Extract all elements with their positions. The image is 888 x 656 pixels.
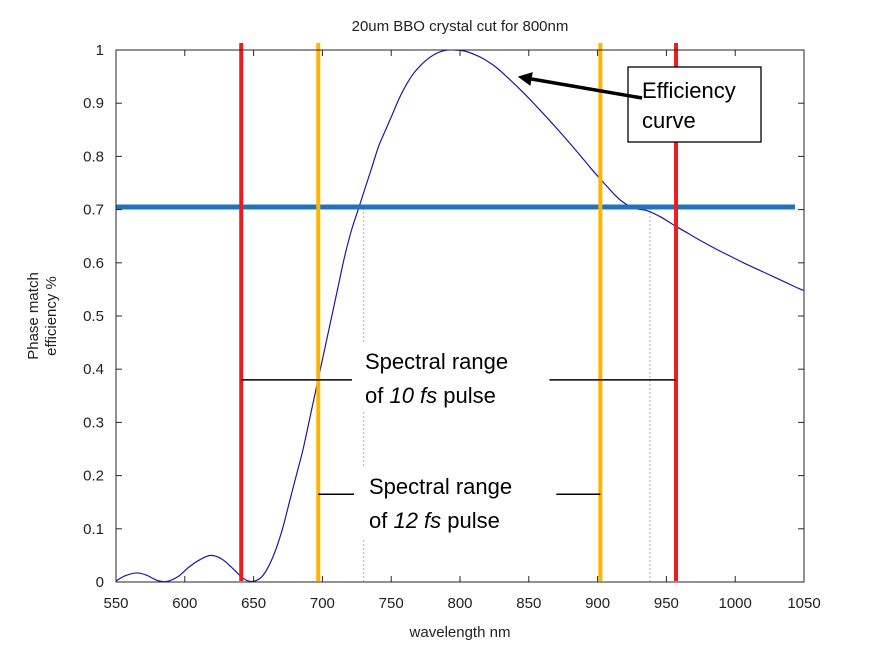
efficiency-callout-line-1: Efficiency xyxy=(642,78,736,103)
x-tick-label-9: 1000 xyxy=(719,595,752,612)
y-tick-label-7: 0.7 xyxy=(83,202,104,219)
x-tick-label-7: 900 xyxy=(585,595,610,612)
range-12fs-label: Spectral range of 12 fs pulse xyxy=(360,468,556,538)
efficiency-callout-arrow xyxy=(531,77,643,100)
x-tick-label-10: 1050 xyxy=(787,595,820,612)
x-tick-label-3: 700 xyxy=(310,595,335,612)
x-tick-label-8: 950 xyxy=(654,595,679,612)
y-tick-label-3: 0.3 xyxy=(83,414,104,431)
range-12fs-label-bg xyxy=(360,468,556,538)
x-tick-label-4: 750 xyxy=(379,595,404,612)
efficiency-callout-arrowhead xyxy=(517,72,533,86)
y-axis-ticks: 0 0.1 0.2 0.3 0.4 0.5 0.6 0.7 0.8 0.9 1 xyxy=(83,42,804,591)
range-12fs-line-2: of 12 fs pulse xyxy=(369,508,500,533)
chart-title: 20um BBO crystal cut for 800nm xyxy=(352,18,569,35)
y-tick-label-10: 1 xyxy=(96,42,104,59)
efficiency-callout-line-2: curve xyxy=(642,108,696,133)
y-tick-label-2: 0.2 xyxy=(83,468,104,485)
range-10fs-line-2: of 10 fs pulse xyxy=(365,383,496,408)
x-axis-label: wavelength nm xyxy=(409,624,511,641)
y-axis-label-line-1: Phase match xyxy=(25,272,42,360)
efficiency-callout-box xyxy=(627,66,762,143)
y-tick-label-9: 0.9 xyxy=(83,95,104,112)
range-10fs-line-1: Spectral range xyxy=(365,349,508,374)
y-tick-label-0: 0 xyxy=(96,574,104,591)
range-markers xyxy=(241,379,677,495)
y-tick-label-4: 0.4 xyxy=(83,361,104,378)
range-12fs-line-1: Spectral range xyxy=(369,474,512,499)
x-tick-label-1: 600 xyxy=(172,595,197,612)
range-10fs-label-bg xyxy=(352,342,548,412)
y-axis-label-line-2: efficiency % xyxy=(43,276,60,356)
y-tick-label-8: 0.8 xyxy=(83,148,104,165)
x-tick-label-2: 650 xyxy=(241,595,266,612)
y-axis-label: Phase match efficiency % xyxy=(25,272,60,360)
x-axis-ticks: 550 600 650 700 750 800 850 900 950 1000 1050 xyxy=(103,50,821,612)
range-10fs-label: Spectral range of 10 fs pulse xyxy=(352,342,548,412)
efficiency-callout: Efficiency curve xyxy=(517,66,762,143)
x-tick-label-5: 800 xyxy=(447,595,472,612)
dotted-guides xyxy=(363,206,651,582)
x-tick-label-6: 850 xyxy=(516,595,541,612)
y-tick-label-1: 0.1 xyxy=(83,521,104,538)
y-tick-label-5: 0.5 xyxy=(83,308,104,325)
y-tick-label-6: 0.6 xyxy=(83,255,104,272)
x-tick-label-0: 550 xyxy=(103,595,128,612)
